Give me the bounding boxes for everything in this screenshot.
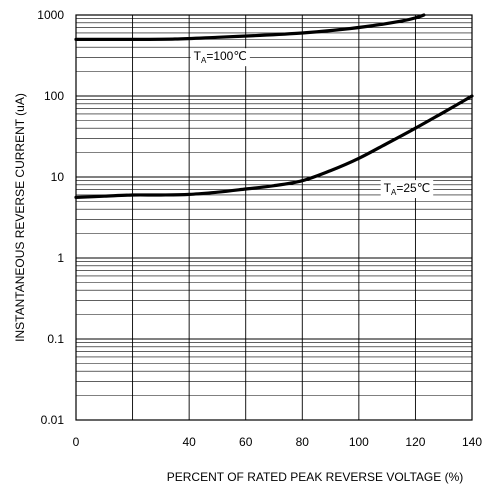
x-tick-label: 80 [296, 435, 310, 449]
series-label-rest: =100℃ [206, 49, 247, 63]
series-label: TA=25℃ [380, 180, 434, 199]
series-label: TA=100℃ [190, 48, 250, 67]
x-tick-label: 140 [462, 435, 482, 449]
series-curve [74, 94, 474, 199]
x-tick-label: 120 [405, 435, 425, 449]
x-tick-label: 40 [182, 435, 196, 449]
plot-frame [75, 14, 473, 421]
series-curves [74, 13, 474, 199]
x-axis-label: PERCENT OF RATED PEAK REVERSE VOLTAGE (%… [167, 470, 464, 484]
series-label-sub: A [391, 188, 397, 197]
x-tick-label: 0 [73, 435, 80, 449]
y-tick-label: 0.01 [41, 413, 65, 427]
y-tick-label: 0.1 [47, 332, 64, 346]
y-tick-label: 1 [57, 251, 64, 265]
y-tick-label: 100 [44, 89, 64, 103]
x-tick-label: 100 [349, 435, 369, 449]
x-tick-label: 60 [239, 435, 253, 449]
series-label-rest: =25℃ [396, 181, 430, 195]
y-tick-labels: 0.01 0.1 1 10 100 1000 [37, 8, 64, 427]
series-label-bg [380, 180, 434, 199]
series-curve [74, 13, 426, 42]
x-tick-labels: 0 40 60 80 100 120 140 [73, 435, 483, 449]
series-label-base: T [194, 49, 202, 63]
y-tick-label: 10 [51, 170, 65, 184]
series-labels: TA=100℃TA=25℃ [190, 48, 434, 199]
grid [75, 15, 473, 421]
series-label-bg [190, 48, 250, 67]
series-label-text: TA=25℃ [384, 181, 431, 197]
series-label-sub: A [201, 56, 207, 65]
y-axis-label: INSTANTANEOUS REVERSE CURRENT (uA) [13, 93, 27, 342]
series-label-base: T [384, 181, 392, 195]
series-label-text: TA=100℃ [194, 49, 247, 65]
y-tick-label: 1000 [37, 8, 64, 22]
